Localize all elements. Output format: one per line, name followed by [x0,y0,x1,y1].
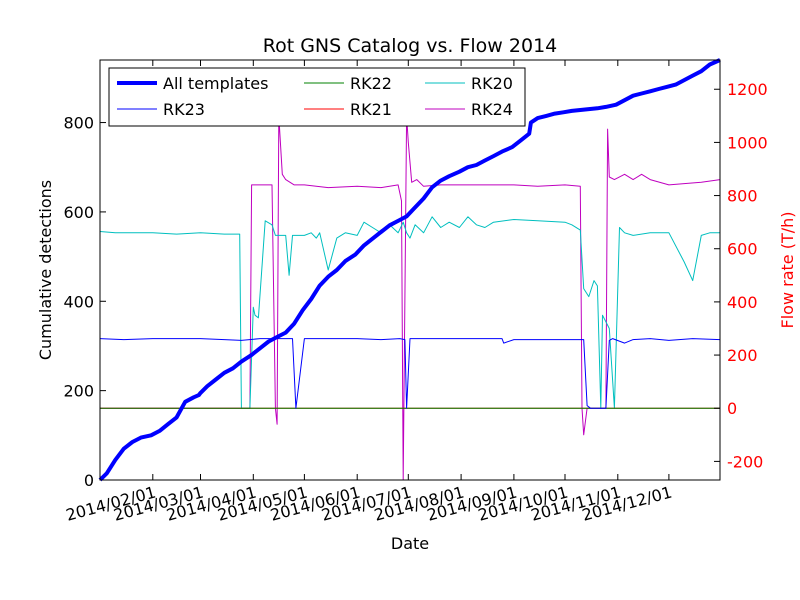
legend-label: All templates [163,74,268,93]
left-axis-label: Cumulative detections [36,180,55,360]
series-line-all-templates [98,58,721,482]
legend-label: RK23 [163,100,205,119]
right-axis: -200 0 200 400 600 800 1000 1200 [714,80,768,471]
x-axis-label: Date [391,534,429,553]
right-tick-label: -200 [727,452,763,471]
right-tick-label: 400 [727,293,758,312]
chart-title: Rot GNS Catalog vs. Flow 2014 [263,35,558,57]
legend-label: RK20 [471,74,513,93]
right-tick-label: 1000 [727,133,768,152]
legend-label: RK24 [471,100,513,119]
legend-label: RK22 [350,74,392,93]
left-tick-label: 200 [63,382,94,401]
right-axis-label: Flow rate (T/h) [778,212,797,329]
right-tick-label: 800 [727,187,758,206]
right-tick-label: 1200 [727,80,768,99]
legend-box [108,67,526,127]
legend-label: RK21 [350,100,392,119]
plot-series [98,58,721,482]
right-tick-label: 600 [727,240,758,259]
plot-frame [99,59,721,481]
left-tick-label: 600 [63,203,94,222]
right-tick-label: 200 [727,346,758,365]
series-line-rk20 [99,216,720,409]
left-tick-label: 400 [63,292,94,311]
left-tick-label: 800 [63,114,94,133]
left-axis: 0 200 400 600 800 [63,114,106,490]
x-axis: 2014/02/012014/03/012014/04/012014/05/01… [64,60,674,525]
series-line-rk24 [100,115,721,481]
right-tick-label: 0 [727,399,737,418]
left-tick-label: 0 [84,471,94,490]
series-line-rk23 [99,338,721,409]
legend: All templates RK23 RK22 RK21 RK20 RK24 [108,67,526,127]
